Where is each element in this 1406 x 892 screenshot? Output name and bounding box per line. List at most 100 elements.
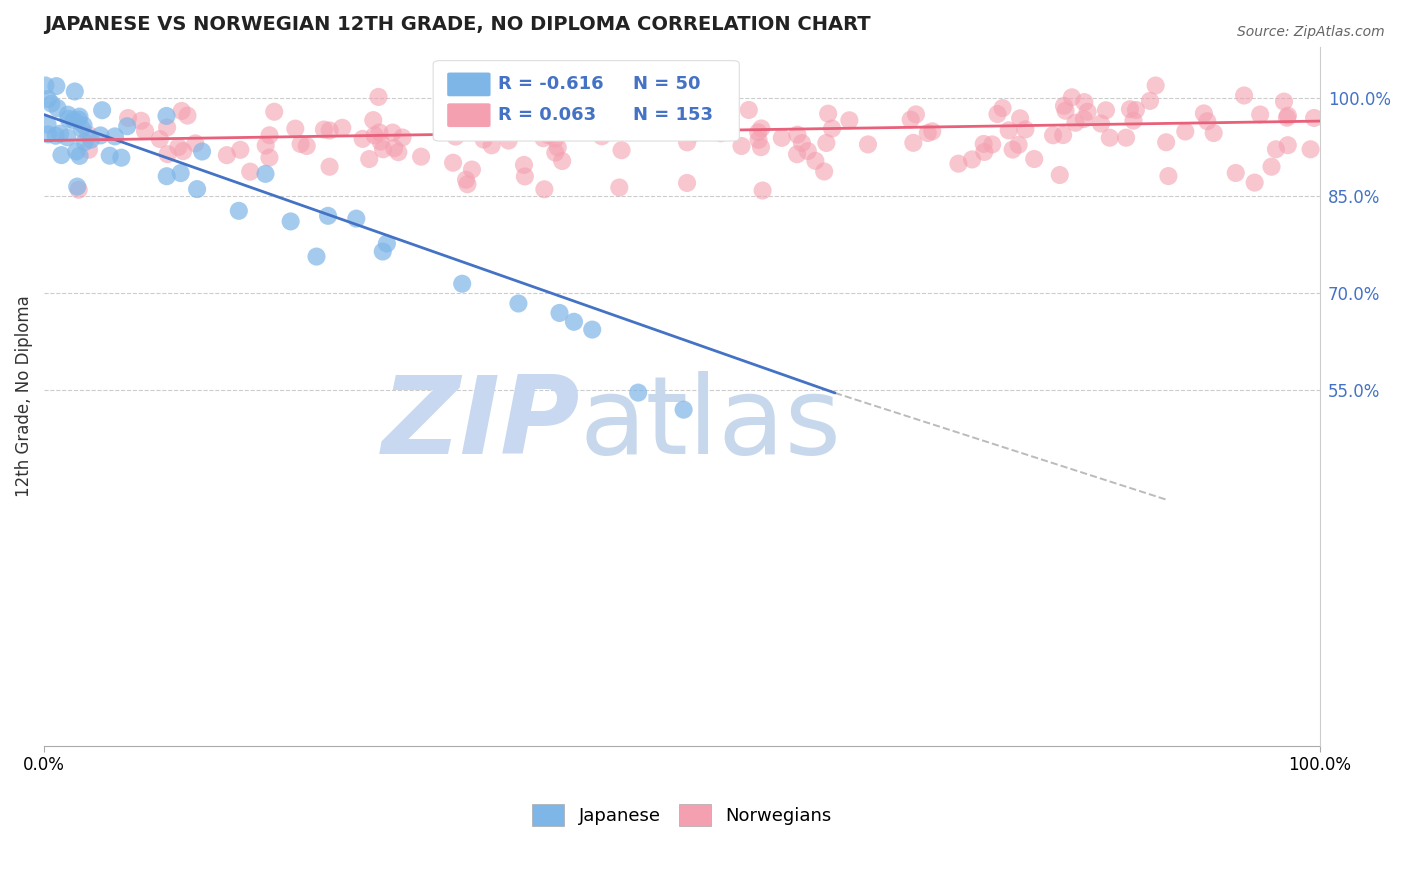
Point bbox=[1053, 99, 1076, 113]
Point bbox=[1052, 128, 1074, 142]
Point bbox=[239, 164, 262, 178]
Point bbox=[41, 96, 63, 111]
Point bbox=[948, 157, 970, 171]
Point bbox=[1014, 122, 1036, 136]
Point bbox=[62, 113, 84, 128]
Point bbox=[104, 129, 127, 144]
Point bbox=[991, 101, 1014, 115]
Point bbox=[37, 118, 59, 132]
Point bbox=[960, 153, 983, 167]
Point bbox=[280, 214, 302, 228]
Point bbox=[461, 162, 484, 177]
Point bbox=[718, 117, 741, 131]
Point bbox=[749, 121, 772, 136]
Point bbox=[69, 110, 91, 124]
Point bbox=[98, 149, 121, 163]
Point bbox=[533, 182, 555, 196]
Point bbox=[375, 236, 398, 251]
Point bbox=[359, 152, 381, 166]
Point bbox=[607, 102, 630, 116]
Point bbox=[751, 184, 773, 198]
Point bbox=[73, 135, 96, 149]
Point bbox=[371, 142, 394, 156]
Point bbox=[454, 173, 477, 187]
Point bbox=[1098, 130, 1121, 145]
Point bbox=[156, 169, 179, 184]
Point bbox=[67, 183, 90, 197]
Point bbox=[921, 124, 943, 138]
Point bbox=[263, 104, 285, 119]
Point bbox=[34, 78, 56, 93]
Point bbox=[551, 154, 574, 169]
Point bbox=[904, 107, 927, 121]
Point bbox=[676, 125, 699, 139]
Point bbox=[1174, 124, 1197, 138]
Point bbox=[56, 108, 79, 122]
Point bbox=[513, 110, 536, 124]
Point bbox=[747, 125, 769, 139]
Point bbox=[1125, 103, 1147, 117]
Point bbox=[368, 125, 391, 139]
Text: ZIP: ZIP bbox=[381, 371, 579, 477]
Point bbox=[1073, 95, 1095, 109]
Point bbox=[444, 129, 467, 144]
Point bbox=[1144, 78, 1167, 93]
Point bbox=[1077, 104, 1099, 119]
Point bbox=[58, 112, 80, 126]
Point bbox=[215, 148, 238, 162]
Text: Source: ZipAtlas.com: Source: ZipAtlas.com bbox=[1237, 25, 1385, 39]
Point bbox=[229, 143, 252, 157]
Point bbox=[790, 136, 813, 150]
Point bbox=[662, 113, 685, 128]
Point bbox=[1060, 90, 1083, 104]
Point bbox=[409, 150, 432, 164]
Point bbox=[156, 147, 179, 161]
Point bbox=[51, 148, 73, 162]
Point bbox=[290, 136, 312, 151]
Point bbox=[1007, 137, 1029, 152]
Point bbox=[838, 113, 860, 128]
Point bbox=[72, 118, 94, 132]
FancyBboxPatch shape bbox=[447, 103, 491, 127]
Point bbox=[1095, 103, 1118, 118]
Point bbox=[89, 128, 111, 143]
Point bbox=[610, 121, 633, 136]
Point bbox=[1277, 109, 1299, 123]
Point bbox=[997, 123, 1019, 137]
Point bbox=[170, 166, 193, 180]
Point bbox=[1010, 112, 1032, 126]
Point bbox=[513, 158, 536, 172]
Text: R = -0.616: R = -0.616 bbox=[498, 76, 603, 94]
Point bbox=[547, 140, 569, 154]
Point bbox=[191, 145, 214, 159]
Point bbox=[352, 132, 374, 146]
Point bbox=[672, 402, 695, 417]
Point bbox=[748, 133, 770, 147]
Point bbox=[56, 130, 79, 145]
Point bbox=[541, 126, 564, 140]
Point bbox=[1001, 143, 1024, 157]
Point bbox=[167, 140, 190, 154]
Point bbox=[1042, 128, 1064, 143]
Point bbox=[45, 128, 67, 143]
Point bbox=[1122, 113, 1144, 128]
Point bbox=[37, 92, 59, 106]
Point bbox=[813, 164, 835, 178]
Point bbox=[172, 144, 194, 158]
Point bbox=[1264, 142, 1286, 156]
Point bbox=[254, 167, 277, 181]
Point bbox=[562, 315, 585, 329]
Point bbox=[544, 132, 567, 146]
Point bbox=[176, 109, 198, 123]
Point bbox=[1054, 103, 1077, 118]
Point bbox=[305, 250, 328, 264]
Text: N = 153: N = 153 bbox=[634, 106, 713, 124]
Point bbox=[382, 141, 405, 155]
Point bbox=[1192, 106, 1215, 120]
Point bbox=[513, 169, 536, 184]
Point bbox=[316, 209, 339, 223]
Point bbox=[70, 121, 93, 136]
Point bbox=[77, 128, 100, 142]
Point bbox=[1073, 112, 1095, 126]
Point bbox=[45, 79, 67, 94]
